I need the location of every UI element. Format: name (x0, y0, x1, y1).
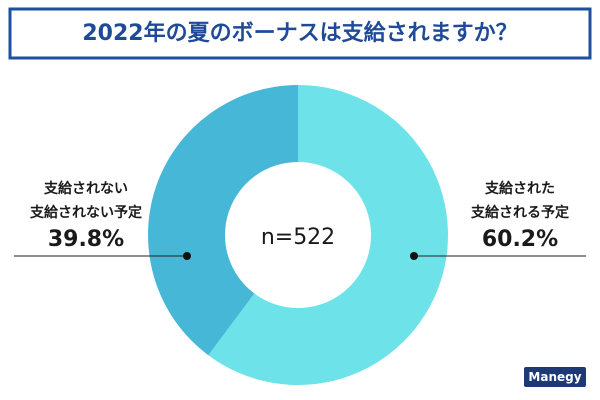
slice-label: 支給された (484, 180, 555, 197)
title-box (8, 7, 592, 60)
logo-box (524, 367, 586, 387)
logo: Manegy (528, 370, 581, 384)
value-label: 60.2% (482, 227, 558, 252)
value-label: 39.8% (48, 227, 124, 252)
leader-dot (183, 252, 191, 260)
donut (148, 85, 449, 385)
slice-label: 支給されない (43, 180, 128, 197)
leader-dot (410, 252, 418, 260)
center-label: n=522 (261, 225, 335, 250)
slice (148, 85, 298, 356)
slice (208, 85, 449, 385)
slice-label: 支給される予定 (470, 204, 569, 221)
slice-label: 支給されない予定 (29, 204, 142, 221)
chart-title: 2022年の夏のボーナスは支給されますか？ (82, 20, 517, 46)
